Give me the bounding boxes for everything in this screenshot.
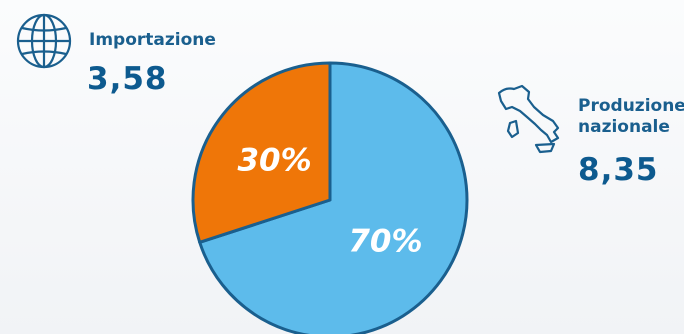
national-label-line2: nazionale: [578, 117, 670, 137]
pie-slice-label: 30%: [237, 143, 311, 179]
import-value: 3,58: [87, 61, 168, 97]
national-label-line1: Produzione: [578, 96, 684, 116]
national-legend: Produzione nazionale: [578, 96, 684, 138]
pie-slice-national: [198, 61, 469, 334]
import-legend: Importazione: [89, 30, 216, 51]
pie-slice-label: 70%: [348, 223, 422, 259]
national-value: 8,35: [578, 152, 659, 188]
pie-slice-import: [191, 61, 332, 244]
italy-map-icon: [497, 84, 560, 154]
globe-icon: [16, 13, 72, 69]
import-label: Importazione: [89, 30, 216, 50]
